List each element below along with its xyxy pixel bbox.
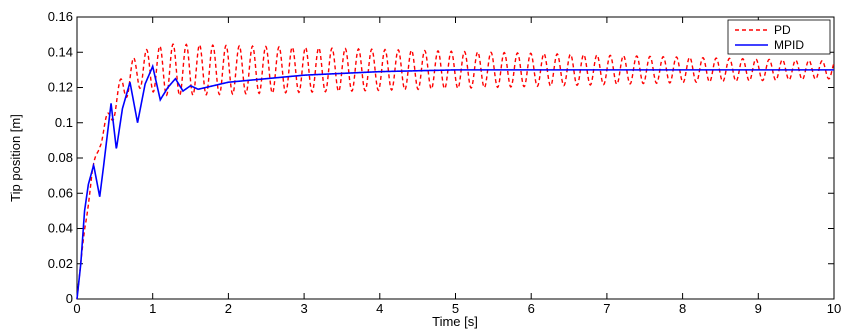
series-line-mpid	[76, 63, 834, 300]
y-tick-label: 0.02	[48, 256, 73, 271]
y-tick-label: 0.06	[48, 185, 73, 200]
x-tick-label: 3	[300, 301, 307, 316]
legend-box	[727, 19, 831, 55]
x-tick-label: 0	[73, 301, 80, 316]
y-tick-label: 0	[66, 291, 73, 306]
legend-label-pd: PD	[774, 23, 791, 37]
legend-label-mpid: MPID	[774, 38, 804, 52]
x-tick-label: 6	[528, 301, 535, 316]
x-tick-label: 4	[376, 301, 383, 316]
y-tick-label: 0.1	[55, 115, 73, 130]
y-axis-label: Tip position [m]	[8, 114, 23, 202]
plot-area	[76, 16, 835, 300]
x-tick-label: 8	[679, 301, 686, 316]
x-tick-label: 10	[827, 301, 841, 316]
x-tick-label: 5	[452, 301, 459, 316]
y-tick-label: 0.16	[48, 9, 73, 24]
y-tick-label: 0.14	[48, 44, 73, 59]
series-line-pd	[76, 42, 835, 300]
x-axis-label: Time [s]	[432, 314, 478, 329]
series-lines	[76, 42, 835, 300]
x-tick-label: 7	[603, 301, 610, 316]
y-tick-label: 0.04	[48, 221, 73, 236]
y-tick-label: 0.12	[48, 80, 73, 95]
legend: PD MPID	[727, 19, 831, 55]
x-tick-label: 1	[149, 301, 156, 316]
y-tick-label: 0.08	[48, 150, 73, 165]
x-tick-label: 9	[755, 301, 762, 316]
x-tick-label: 2	[225, 301, 232, 316]
